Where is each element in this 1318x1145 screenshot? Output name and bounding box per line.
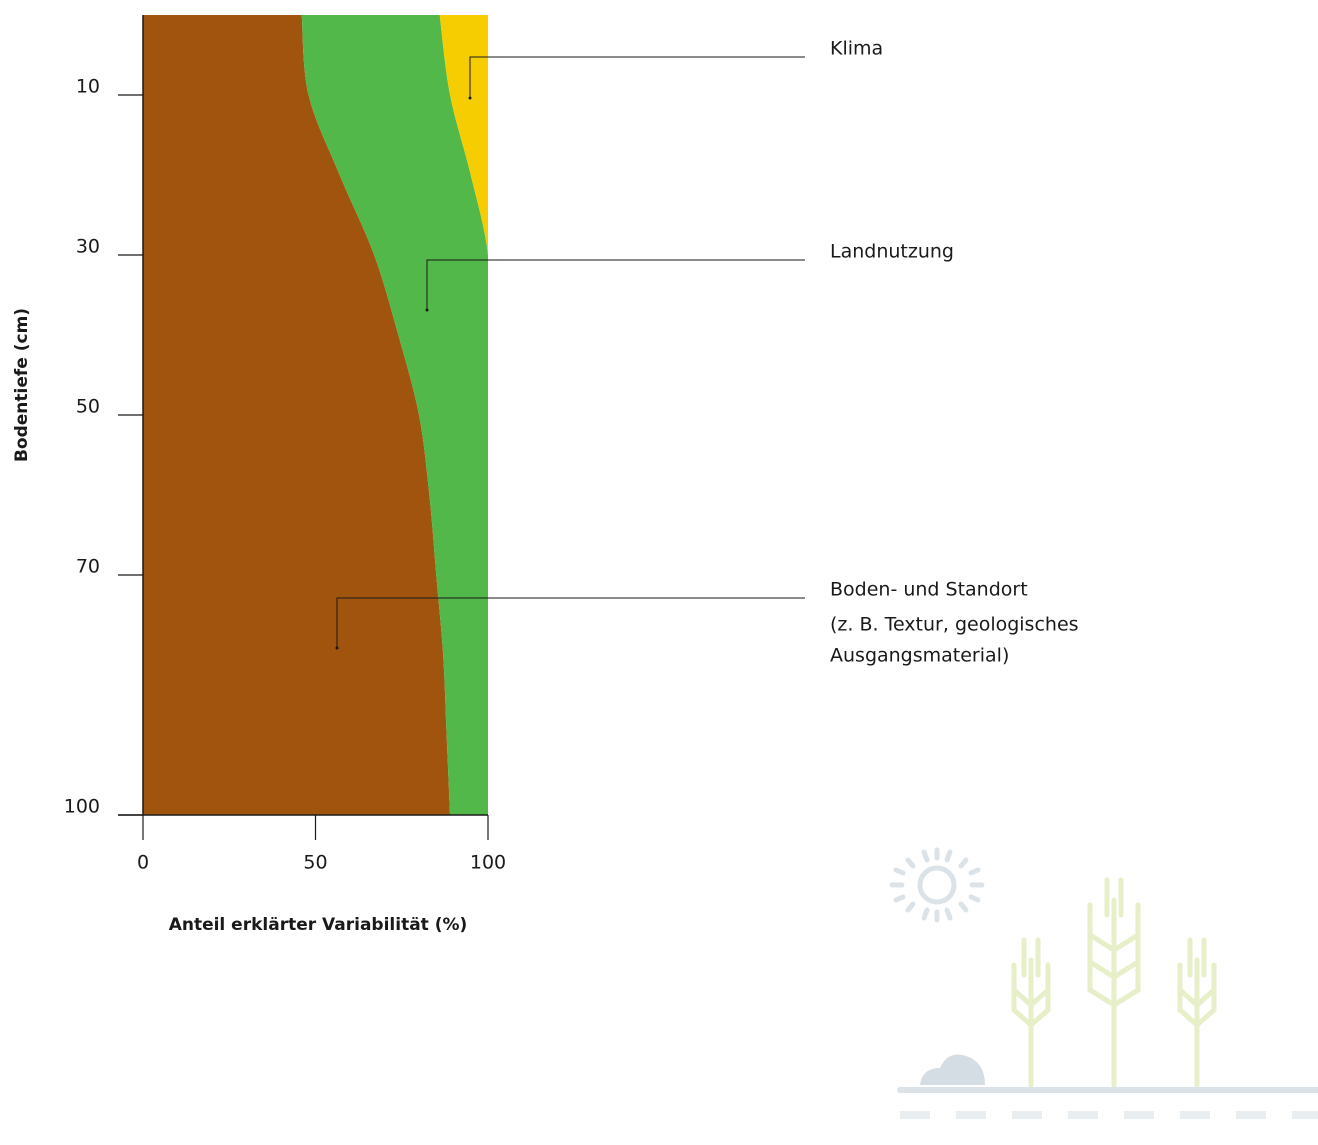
area: [301, 15, 488, 815]
y-tick-label: 10: [76, 76, 100, 98]
x-axis-title: Anteil erklärter Variabilität (%): [169, 915, 468, 935]
y-tick-label: 100: [64, 796, 100, 818]
leader-dot: [335, 646, 339, 650]
y-tick-label: 70: [76, 556, 100, 578]
y-axis-title: Bodentiefe (cm): [12, 308, 32, 462]
y-tick-label: 30: [76, 236, 100, 258]
x-tick-label: 50: [303, 852, 327, 874]
leader-line: [336, 597, 805, 648]
leader-line: [469, 56, 805, 98]
leader-line: [426, 259, 805, 310]
area: [439, 15, 488, 815]
plot-area: [143, 15, 488, 815]
x-tick-label: 0: [137, 852, 149, 874]
legend-label: Landnutzung: [830, 241, 954, 263]
x-tick-label: 100: [470, 852, 506, 874]
legend-label: Klima: [830, 38, 883, 60]
legend-label: Boden- und Standort: [830, 579, 1028, 601]
decoration: [889, 847, 1318, 1119]
legend-note: (z. B. Textur, geologisches: [830, 614, 1079, 636]
legend-note: Ausgangsmaterial): [830, 645, 1009, 667]
y-tick-label: 50: [76, 396, 100, 418]
leader-dot: [468, 96, 472, 100]
leader-dot: [425, 308, 429, 312]
area: [143, 15, 451, 815]
